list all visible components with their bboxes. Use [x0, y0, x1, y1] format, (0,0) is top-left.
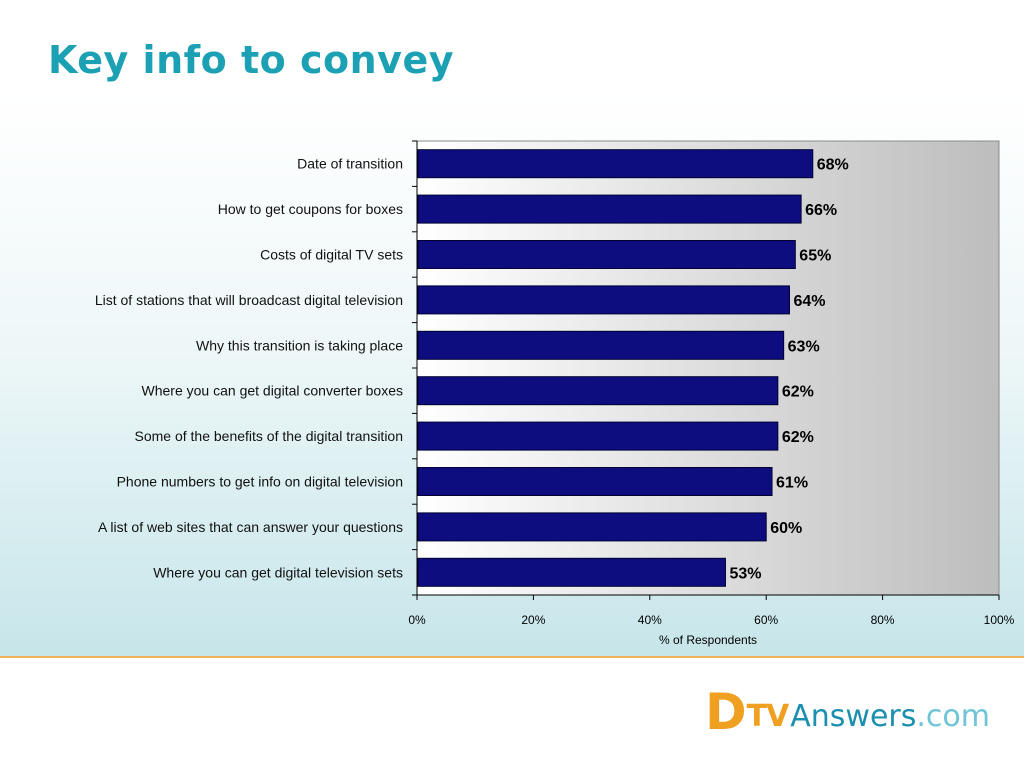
logo-tv: TV [746, 699, 790, 734]
category-label: Where you can get digital television set… [153, 564, 403, 580]
bar [417, 557, 726, 587]
category-label: Where you can get digital converter boxe… [142, 383, 403, 399]
x-tick-label: 80% [871, 613, 895, 627]
data-label: 62% [782, 384, 814, 401]
x-tick-label: 100% [984, 613, 1015, 627]
x-axis-label: % of Respondents [659, 633, 757, 647]
category-label: A list of web sites that can answer your… [98, 519, 403, 535]
data-label: 66% [805, 202, 837, 219]
category-label: Phone numbers to get info on digital tel… [117, 474, 403, 490]
category-label: Some of the benefits of the digital tran… [135, 428, 404, 444]
bar [417, 421, 779, 451]
data-label: 63% [788, 338, 820, 355]
x-tick-label: 20% [521, 613, 545, 627]
data-label: 62% [782, 429, 814, 446]
logo-com: .com [916, 699, 990, 734]
logo-letter-d: D [705, 683, 747, 741]
data-label: 61% [776, 475, 808, 492]
category-label: Costs of digital TV sets [260, 247, 403, 263]
slide-title: Key info to convey [48, 38, 454, 82]
data-label: 64% [793, 293, 825, 310]
category-label: Date of transition [297, 156, 403, 172]
x-tick-label: 0% [408, 613, 426, 627]
data-label: 60% [770, 520, 802, 537]
bar [417, 512, 767, 542]
x-tick-label: 60% [754, 613, 778, 627]
logo-answers: Answers [790, 699, 917, 734]
x-tick-label: 40% [638, 613, 662, 627]
bar [417, 330, 785, 360]
data-label: 65% [799, 248, 831, 265]
data-label: 53% [729, 565, 761, 582]
bar [417, 285, 790, 315]
bar [417, 149, 814, 179]
category-label: Why this transition is taking place [196, 337, 403, 353]
category-label: List of stations that will broadcast dig… [95, 292, 403, 308]
footer-band: D TV Answers .com [0, 656, 1024, 770]
bar-chart: Date of transition How to get coupons for… [95, 140, 1015, 647]
bar [417, 467, 773, 496]
data-label: 68% [817, 157, 849, 174]
bar [417, 194, 802, 224]
bar [417, 376, 779, 406]
bar [417, 240, 796, 269]
dtvanswers-logo: D TV Answers .com [705, 683, 990, 741]
category-label: How to get coupons for boxes [218, 201, 403, 217]
